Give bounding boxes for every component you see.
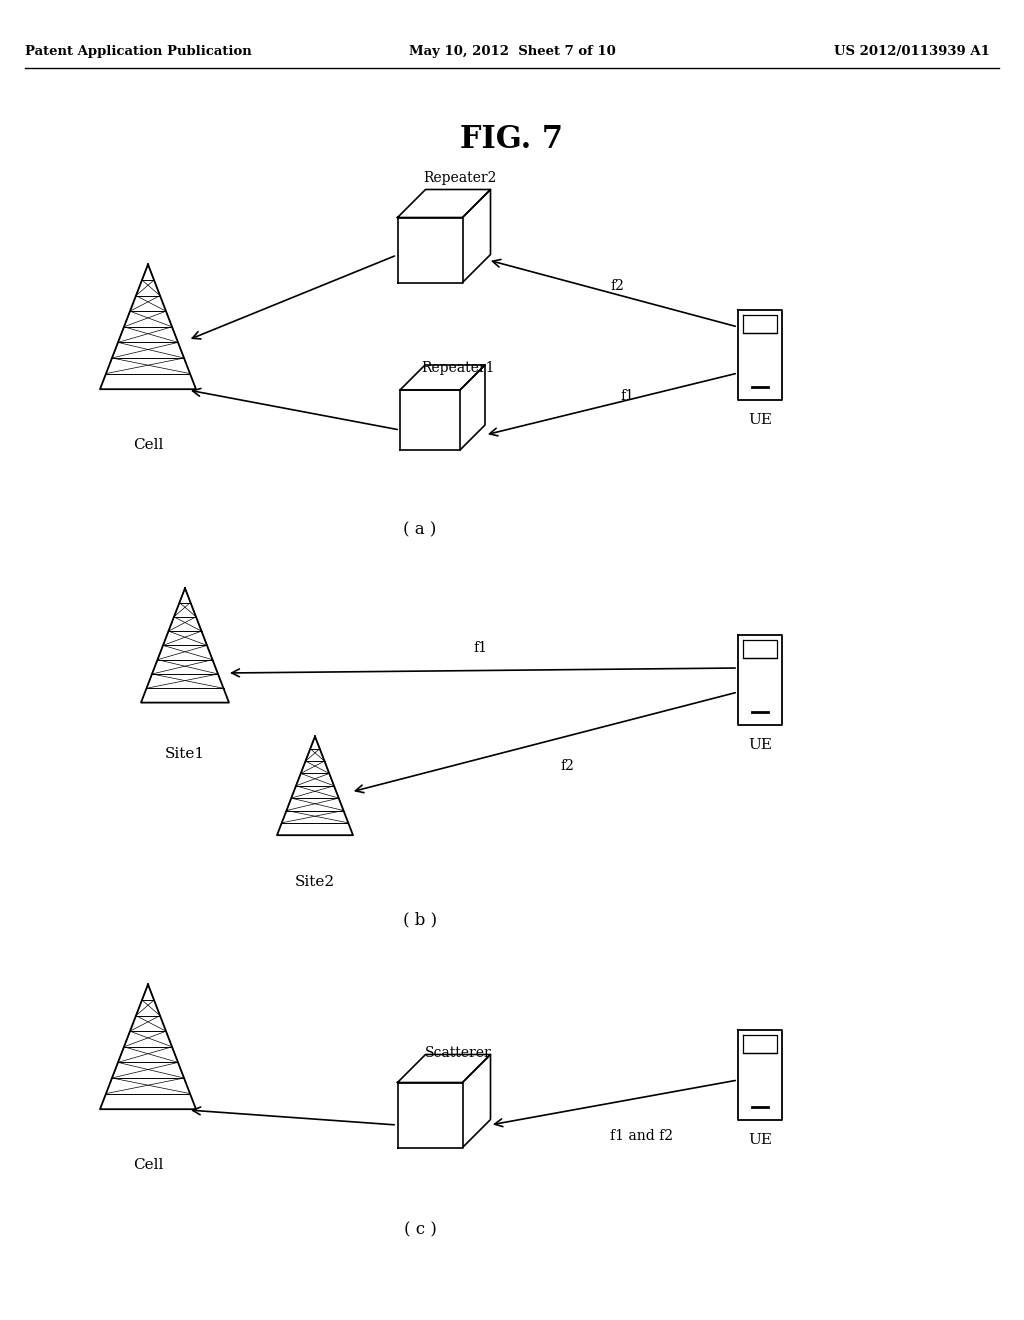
Text: ( c ): ( c ) (403, 1221, 436, 1238)
Text: Cell: Cell (133, 438, 163, 451)
Text: Site1: Site1 (165, 747, 205, 762)
Text: US 2012/0113939 A1: US 2012/0113939 A1 (835, 45, 990, 58)
Text: Patent Application Publication: Patent Application Publication (25, 45, 252, 58)
Text: UE: UE (748, 413, 772, 426)
Text: f1 and f2: f1 and f2 (610, 1129, 673, 1143)
Text: f2: f2 (560, 759, 573, 774)
Text: May 10, 2012  Sheet 7 of 10: May 10, 2012 Sheet 7 of 10 (409, 45, 615, 58)
Text: Scatterer: Scatterer (425, 1045, 492, 1060)
Text: f1: f1 (473, 642, 487, 655)
Text: f2: f2 (610, 279, 624, 293)
Text: Site2: Site2 (295, 875, 335, 888)
Text: Repeater2: Repeater2 (423, 172, 497, 185)
Text: Cell: Cell (133, 1158, 163, 1172)
Text: UE: UE (748, 1133, 772, 1147)
Text: ( b ): ( b ) (402, 912, 437, 928)
Text: ( a ): ( a ) (403, 521, 436, 539)
Text: Repeater1: Repeater1 (421, 360, 495, 375)
Text: UE: UE (748, 738, 772, 752)
Text: f1: f1 (620, 389, 634, 403)
Text: FIG. 7: FIG. 7 (461, 124, 563, 156)
